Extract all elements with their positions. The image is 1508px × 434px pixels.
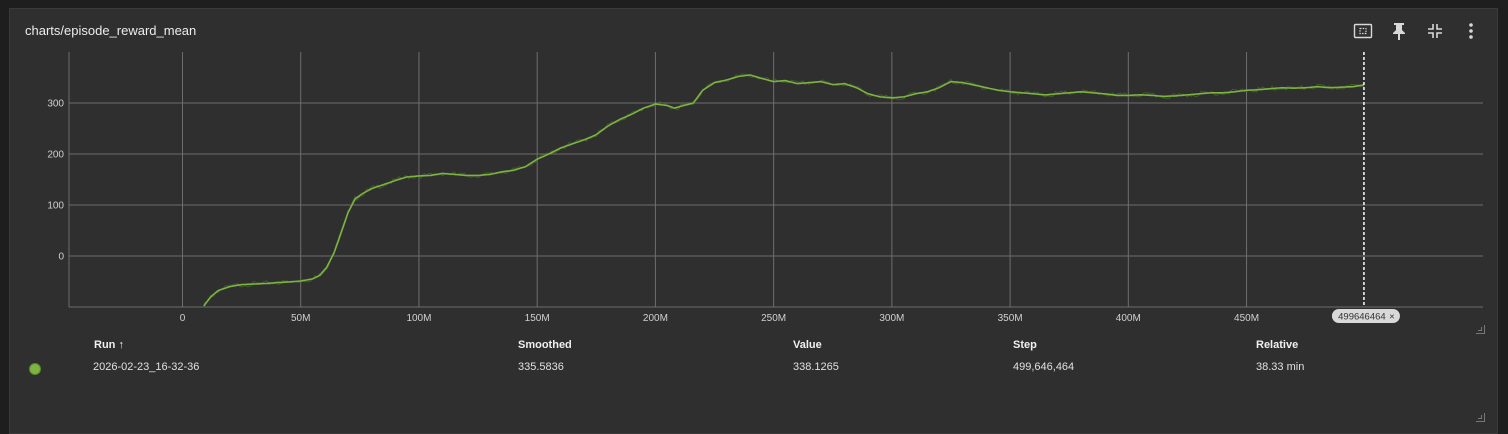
cell-value: 338.1265 (793, 361, 839, 373)
header-value: Value (793, 339, 822, 351)
cell-relative: 38.33 min (1256, 361, 1305, 373)
more-vert-icon (1469, 23, 1473, 39)
hover-step-badge (1331, 309, 1400, 323)
scalar-card: charts/episode_reward_mean 0 50M (9, 8, 1498, 434)
more-options-button[interactable] (1453, 19, 1489, 43)
x-tick-label: 400M (1116, 313, 1141, 324)
header-smoothed: Smoothed (518, 339, 572, 351)
x-tick-label: 0 (180, 313, 186, 324)
fit-domain-button[interactable] (1345, 19, 1381, 43)
x-tick-label: 250M (761, 313, 786, 324)
pin-button[interactable] (1381, 19, 1417, 43)
x-tick-label: 100M (406, 313, 431, 324)
x-tick-label: 150M (525, 313, 550, 324)
x-tick-label: 200M (643, 313, 668, 324)
collapse-button[interactable] (1417, 19, 1453, 43)
x-tick-label: 450M (1234, 313, 1259, 324)
table-resize-handle[interactable] (1476, 413, 1485, 422)
y-tick-label: 300 (47, 99, 64, 110)
cell-step: 499,646,464 (1013, 361, 1075, 373)
y-tick-label: 200 (47, 150, 64, 161)
series-raw-line (203, 73, 1364, 307)
header-relative: Relative (1256, 339, 1299, 351)
line-chart[interactable]: 0 50M 100M 150M 200M 250M 300M 350M 400M 450M 0 100… (10, 9, 1499, 339)
card-toolbar (1345, 19, 1489, 43)
run-color-dot (29, 363, 41, 375)
hover-step-label: 499646464 (1338, 312, 1386, 323)
cell-run: 2026-02-23_16-32-36 (93, 361, 200, 373)
header-run[interactable]: Run ↑ (94, 339, 124, 351)
series-line (203, 74, 1365, 307)
hover-close-icon: × (1389, 312, 1395, 323)
card-title: charts/episode_reward_mean (25, 23, 197, 38)
chart-resize-handle[interactable] (1476, 325, 1485, 334)
x-tick-label: 50M (291, 313, 310, 324)
fit-domain-icon (1353, 23, 1373, 39)
x-tick-label: 300M (879, 313, 904, 324)
header-step: Step (1013, 339, 1037, 351)
x-tick-label: 350M (998, 313, 1023, 324)
y-tick-label: 100 (47, 201, 64, 212)
y-tick-label: 0 (58, 252, 64, 263)
pin-icon (1393, 23, 1405, 40)
cell-smoothed: 335.5836 (518, 361, 564, 373)
collapse-icon (1428, 24, 1442, 38)
